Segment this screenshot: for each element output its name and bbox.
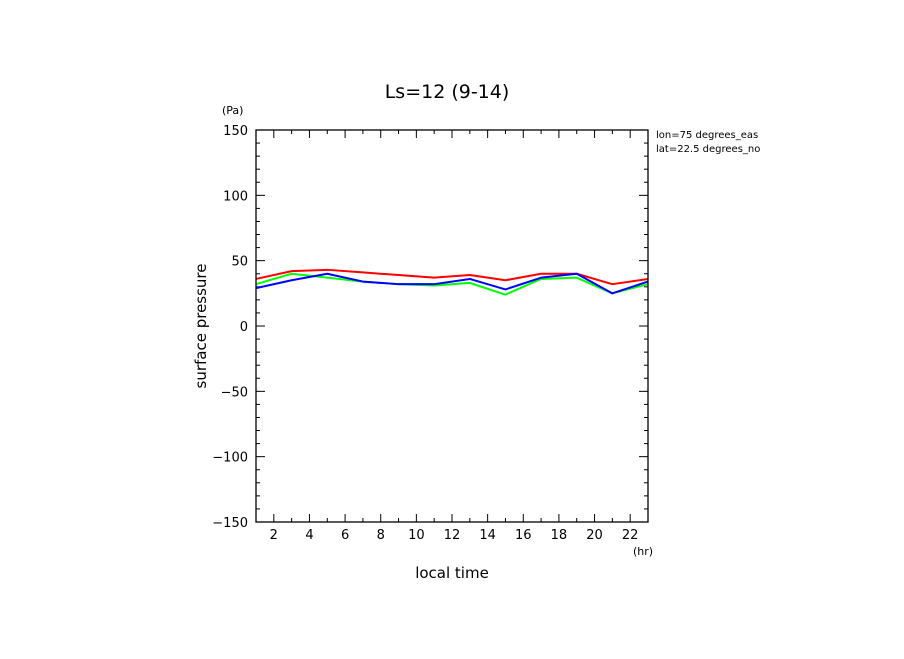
series-line-1 <box>255 268 649 286</box>
series-group <box>255 268 649 296</box>
x-tick-label: 10 <box>408 528 425 543</box>
y-tick-label: 0 <box>240 320 248 335</box>
x-tick-label: 2 <box>270 528 278 543</box>
series-line-3 <box>255 272 649 295</box>
annotation-lon: lon=75 degrees_eas <box>656 130 758 141</box>
y-unit-label: (Pa) <box>222 104 243 117</box>
y-tick-label: −100 <box>212 451 248 466</box>
x-tick-label: 22 <box>622 528 639 543</box>
x-tick-label: 18 <box>551 528 568 543</box>
x-tick-label: 16 <box>515 528 532 543</box>
x-tick-label: 12 <box>444 528 461 543</box>
x-tick-label: 20 <box>586 528 603 543</box>
x-unit-label: (hr) <box>633 545 653 558</box>
y-tick-label: −50 <box>221 385 248 400</box>
x-tick-label: 6 <box>341 528 349 543</box>
plot-frame <box>255 129 649 523</box>
y-tick-label: −150 <box>212 516 248 531</box>
y-tick-label: 50 <box>231 255 248 270</box>
x-axis-label: local time <box>415 564 489 582</box>
series-line-2 <box>255 272 649 296</box>
y-tick-label: 150 <box>223 124 248 139</box>
x-tick-label: 4 <box>305 528 313 543</box>
axis-ticks: 2 4 6 8 10 12 14 16 18 20 22 150 100 50 0 −50 −100 −150 <box>212 124 649 543</box>
y-tick-label: 100 <box>223 189 248 204</box>
annotation-lat: lat=22.5 degrees_no <box>656 144 760 155</box>
x-tick-label: 8 <box>377 528 385 543</box>
y-axis-label: surface pressure <box>192 264 210 389</box>
x-tick-label: 14 <box>479 528 496 543</box>
chart-title: Ls=12 (9-14) <box>385 81 510 103</box>
